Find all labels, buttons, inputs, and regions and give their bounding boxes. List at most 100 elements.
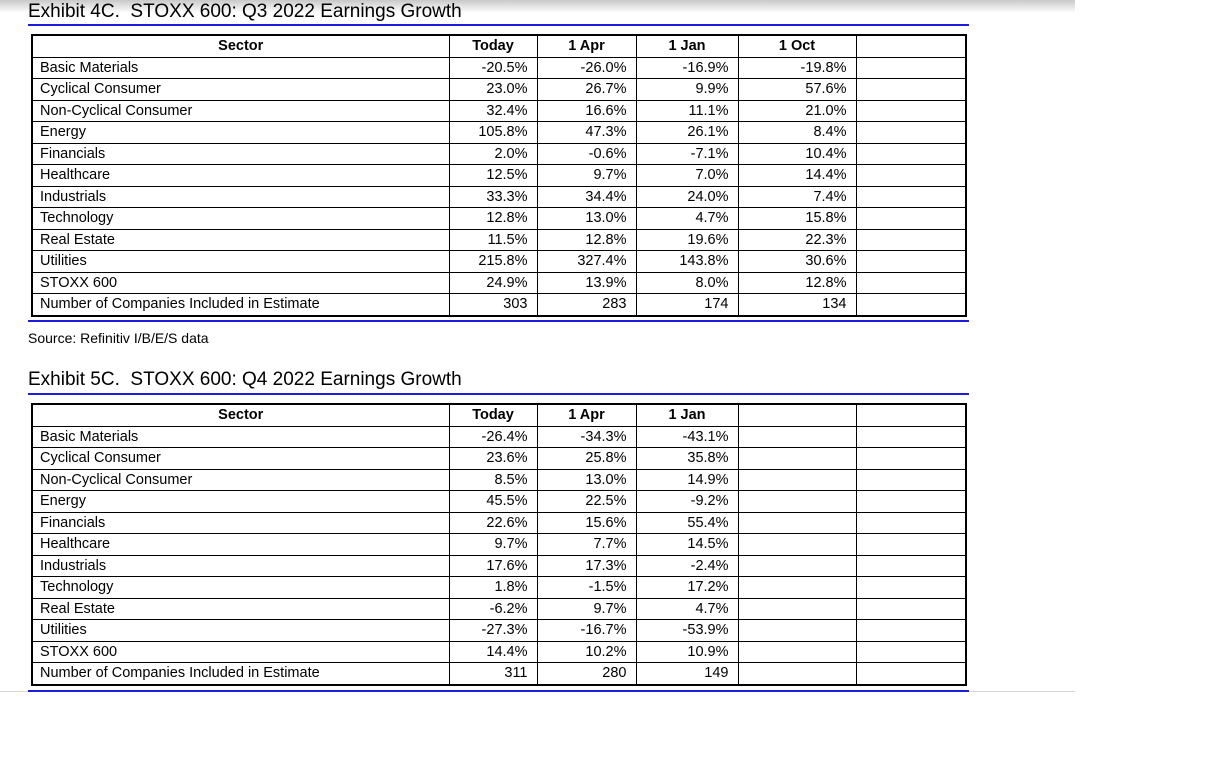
value-cell: 17.2%	[635, 576, 739, 599]
sector-cell: Industrials	[31, 185, 450, 208]
value-cell: 9.7%	[448, 533, 538, 556]
value-cell: 10.9%	[635, 640, 739, 663]
table-row: Basic Materials -20.5% -26.0% -16.9% -19.8%	[31, 56, 967, 79]
header-row: Sector Today 1 Apr 1 Jan 1 Oct	[31, 34, 967, 58]
value-cell: 283	[536, 293, 637, 316]
table-row: STOXX 600 24.9% 13.9% 8.0% 12.8%	[31, 271, 967, 294]
value-cell: 2.0%	[448, 142, 538, 165]
value-cell: 8.5%	[448, 468, 538, 491]
value-cell: 32.4%	[448, 99, 538, 122]
sector-cell: STOXX 600	[31, 640, 450, 663]
value-cell: 9.9%	[635, 78, 739, 101]
value-cell	[737, 447, 857, 470]
value-cell: 215.8%	[448, 250, 538, 273]
value-cell: -2.4%	[635, 554, 739, 577]
table-row: Real Estate -6.2% 9.7% 4.7%	[31, 597, 967, 620]
source-attribution: Source: Refinitiv I/B/E/S data	[28, 330, 209, 346]
table-row: STOXX 600 14.4% 10.2% 10.9%	[31, 640, 967, 663]
value-cell: 17.3%	[536, 554, 637, 577]
value-cell: 16.6%	[536, 99, 637, 122]
value-cell: 26.7%	[536, 78, 637, 101]
q3-earnings-table: Sector Today 1 Apr 1 Jan 1 Oct Basic Material…	[31, 34, 967, 317]
q4-earnings-table: Sector Today 1 Apr 1 Jan Basic Materials -26.…	[31, 403, 967, 686]
value-cell: 149	[635, 662, 739, 685]
sector-cell: Financials	[31, 142, 450, 165]
value-cell: 25.8%	[536, 447, 637, 470]
value-cell	[855, 425, 967, 448]
sector-cell: Industrials	[31, 554, 450, 577]
sector-cell: Non-Cyclical Consumer	[31, 468, 450, 491]
table-row: Real Estate 11.5% 12.8% 19.6% 22.3%	[31, 228, 967, 251]
value-cell: 174	[635, 293, 739, 316]
column-header: 1 Apr	[536, 403, 637, 427]
value-cell: -26.0%	[536, 56, 637, 79]
table-row: Energy 45.5% 22.5% -9.2%	[31, 490, 967, 513]
sector-cell: Utilities	[31, 619, 450, 642]
value-cell: -1.5%	[536, 576, 637, 599]
sector-cell: Technology	[31, 576, 450, 599]
value-cell: 15.6%	[536, 511, 637, 534]
table-row: Utilities -27.3% -16.7% -53.9%	[31, 619, 967, 642]
value-cell: 57.6%	[737, 78, 857, 101]
value-cell	[855, 121, 967, 144]
value-cell	[737, 468, 857, 491]
value-cell	[737, 533, 857, 556]
value-cell: 105.8%	[448, 121, 538, 144]
document-page: Exhibit 4C. STOXX 600: Q3 2022 Earnings …	[0, 0, 1075, 692]
value-cell: 9.7%	[536, 597, 637, 620]
value-cell	[855, 619, 967, 642]
value-cell	[855, 250, 967, 273]
value-cell: 280	[536, 662, 637, 685]
sector-cell: Healthcare	[31, 533, 450, 556]
value-cell	[855, 56, 967, 79]
value-cell	[855, 185, 967, 208]
table-row: Healthcare 9.7% 7.7% 14.5%	[31, 533, 967, 556]
value-cell	[855, 293, 967, 316]
value-cell: 1.8%	[448, 576, 538, 599]
sector-cell: STOXX 600	[31, 271, 450, 294]
value-cell: 14.9%	[635, 468, 739, 491]
value-cell: -27.3%	[448, 619, 538, 642]
sector-cell: Technology	[31, 207, 450, 230]
title2-underline-rule	[28, 393, 969, 395]
column-header: Sector	[31, 34, 450, 58]
value-cell: 9.7%	[536, 164, 637, 187]
value-cell: 23.0%	[448, 78, 538, 101]
value-cell: -19.8%	[737, 56, 857, 79]
value-cell: 33.3%	[448, 185, 538, 208]
sector-cell: Real Estate	[31, 597, 450, 620]
value-cell: -0.6%	[536, 142, 637, 165]
exhibit-5c-title: Exhibit 5C. STOXX 600: Q4 2022 Earnings …	[28, 369, 462, 390]
column-header	[855, 34, 967, 58]
column-header: Sector	[31, 403, 450, 427]
page-top-shadow	[0, 0, 1075, 13]
sector-cell: Basic Materials	[31, 425, 450, 448]
sector-cell: Healthcare	[31, 164, 450, 187]
value-cell: 11.5%	[448, 228, 538, 251]
table-row: Number of Companies Included in Estimate…	[31, 662, 967, 685]
value-cell: 14.4%	[737, 164, 857, 187]
value-cell	[855, 597, 967, 620]
table-row: Number of Companies Included in Estimate…	[31, 293, 967, 316]
value-cell: 24.0%	[635, 185, 739, 208]
value-cell: 11.1%	[635, 99, 739, 122]
table1-bottom-rule	[28, 320, 969, 322]
value-cell	[855, 142, 967, 165]
value-cell: 12.5%	[448, 164, 538, 187]
value-cell: 7.0%	[635, 164, 739, 187]
table-row: Cyclical Consumer 23.6% 25.8% 35.8%	[31, 447, 967, 470]
value-cell: -16.7%	[536, 619, 637, 642]
column-header	[855, 403, 967, 427]
value-cell: 12.8%	[536, 228, 637, 251]
header-row: Sector Today 1 Apr 1 Jan	[31, 403, 967, 427]
value-cell	[855, 164, 967, 187]
table-row: Cyclical Consumer 23.0% 26.7% 9.9% 57.6%	[31, 78, 967, 101]
value-cell: 13.0%	[536, 207, 637, 230]
value-cell	[737, 597, 857, 620]
value-cell: 19.6%	[635, 228, 739, 251]
value-cell	[855, 271, 967, 294]
value-cell: 22.5%	[536, 490, 637, 513]
value-cell	[737, 662, 857, 685]
value-cell: 30.6%	[737, 250, 857, 273]
value-cell: 7.7%	[536, 533, 637, 556]
